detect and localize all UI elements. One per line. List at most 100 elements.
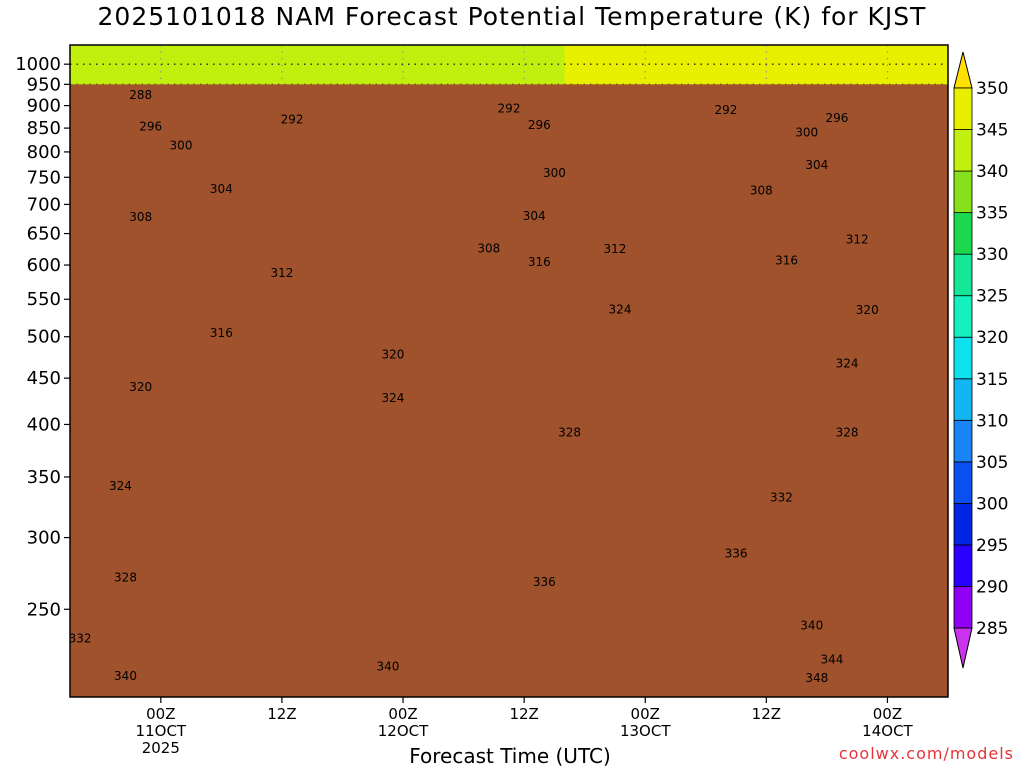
y-tick-label-400: 400 [27,414,61,435]
y-tick-label-550: 550 [27,289,61,310]
contour-label-340: 340 [114,669,137,683]
contour-label-308: 308 [129,210,152,224]
credit-link[interactable]: coolwx.com/models [838,744,1014,763]
x-tick-label-78-1: 00Z [873,705,902,723]
colorbar-box-340 [953,129,973,172]
colorbar-label-295: 295 [976,536,1008,556]
colorbar-box-310 [953,378,973,421]
contour-label-304: 304 [805,158,828,172]
x-tick-label-30-2: 12OCT [378,722,429,740]
y-axis: 2503003504004505005506006507007508008509… [15,54,70,620]
colorbar-label-290: 290 [976,577,1008,597]
contour-label-296: 296 [139,120,162,134]
colorbar-label-340: 340 [976,162,1008,182]
y-tick-label-1000: 1000 [15,54,61,75]
contour-label-300: 300 [170,139,193,153]
colorbar-label-300: 300 [976,494,1008,514]
contour-label-320: 320 [856,303,879,317]
contour-label-348: 348 [805,671,828,685]
contour-label-296: 296 [528,118,551,132]
contour-label-316: 316 [775,253,798,267]
colorbar-arrow-bottom [953,627,973,669]
contour-label-332: 332 [69,632,92,646]
contour-label-324: 324 [109,479,132,493]
y-tick-label-600: 600 [27,255,61,276]
y-tick-label-700: 700 [27,194,61,215]
x-tick-label-18-1: 12Z [267,705,296,723]
ground-fill [70,84,948,698]
contour-label-288: 288 [129,88,152,102]
contour-label-308: 308 [750,184,773,198]
colorbar-label-310: 310 [976,411,1008,431]
contour-label-336: 336 [533,575,556,589]
colorbar-box-305 [953,419,973,463]
x-tick-label-6-3: 2025 [142,739,180,757]
contour-label-336: 336 [725,547,748,561]
colorbar-box-335 [953,170,973,214]
colorbar-label-285: 285 [976,619,1008,639]
y-tick-label-450: 450 [27,368,61,389]
y-tick-label-350: 350 [27,467,61,488]
x-tick-label-6-2: 11OCT [136,722,187,740]
contour-label-344: 344 [820,653,843,667]
plot-frame [69,44,949,698]
contour-label-312: 312 [604,242,627,256]
contour-label-324: 324 [609,302,632,316]
terrain [70,63,948,698]
y-tick-label-500: 500 [27,327,61,348]
y-tick-label-850: 850 [27,118,61,139]
colorbar-label-305: 305 [976,453,1008,473]
contour-label-308: 308 [477,241,500,255]
contour-label-328: 328 [558,425,581,439]
chart-title: 2025101018 NAM Forecast Potential Temper… [97,2,927,31]
y-tick-label-950: 950 [27,74,61,95]
colorbar-label-335: 335 [976,204,1008,224]
contour-label-300: 300 [795,126,818,140]
y-tick-label-250: 250 [27,599,61,620]
x-tick-label-66-1: 12Z [752,705,781,723]
contour-label-320: 320 [381,347,404,361]
contour-label-332: 332 [770,491,793,505]
contour-label-340: 340 [376,660,399,674]
colorbar-label-345: 345 [976,121,1008,141]
x-tick-label-6-1: 00Z [146,705,175,723]
x-axis-label: Forecast Time (UTC) [409,744,611,768]
contour-label-292: 292 [498,102,521,116]
colorbar-label-325: 325 [976,287,1008,307]
contour-labels: 340 332 328 324 320 316 312 308 304 300 296 292 288 3… [69,88,879,685]
contour-label-304: 304 [210,182,233,196]
contour-label-300: 300 [543,166,566,180]
y-tick-label-750: 750 [27,167,61,188]
y-tick-label-900: 900 [27,96,61,117]
y-tick-label-300: 300 [27,528,61,549]
colorbar-label-350: 350 [976,79,1008,99]
colorbar-box-295 [953,502,973,546]
contour-label-304: 304 [523,209,546,223]
contour-label-316: 316 [210,326,233,340]
contour-label-320: 320 [129,380,152,394]
x-tick-label-30-1: 00Z [388,705,417,723]
contour-label-292: 292 [715,103,738,117]
contour-label-324: 324 [381,391,404,405]
colorbar-label-320: 320 [976,328,1008,348]
y-tick-label-800: 800 [27,142,61,163]
colorbar-box-290 [953,544,973,587]
contour-label-316: 316 [528,255,551,269]
colorbar-box-315 [953,336,973,380]
contour-label-292: 292 [281,112,304,126]
colorbar-box-300 [953,461,973,504]
y-tick-label-650: 650 [27,224,61,245]
colorbar-box-330 [953,212,973,255]
x-tick-label-42-1: 12Z [509,705,538,723]
colorbar-label-315: 315 [976,370,1008,390]
contour-label-324: 324 [836,357,859,371]
contour-label-312: 312 [846,233,869,247]
x-tick-label-78-2: 14OCT [862,722,913,740]
contour-label-340: 340 [800,618,823,632]
contour-label-328: 328 [836,425,859,439]
contour-label-312: 312 [270,266,293,280]
contour-label-296: 296 [826,111,849,125]
colorbar: 285 290 295 300 305 310 315 320 325 330 335 340 345 3… [953,51,1008,669]
